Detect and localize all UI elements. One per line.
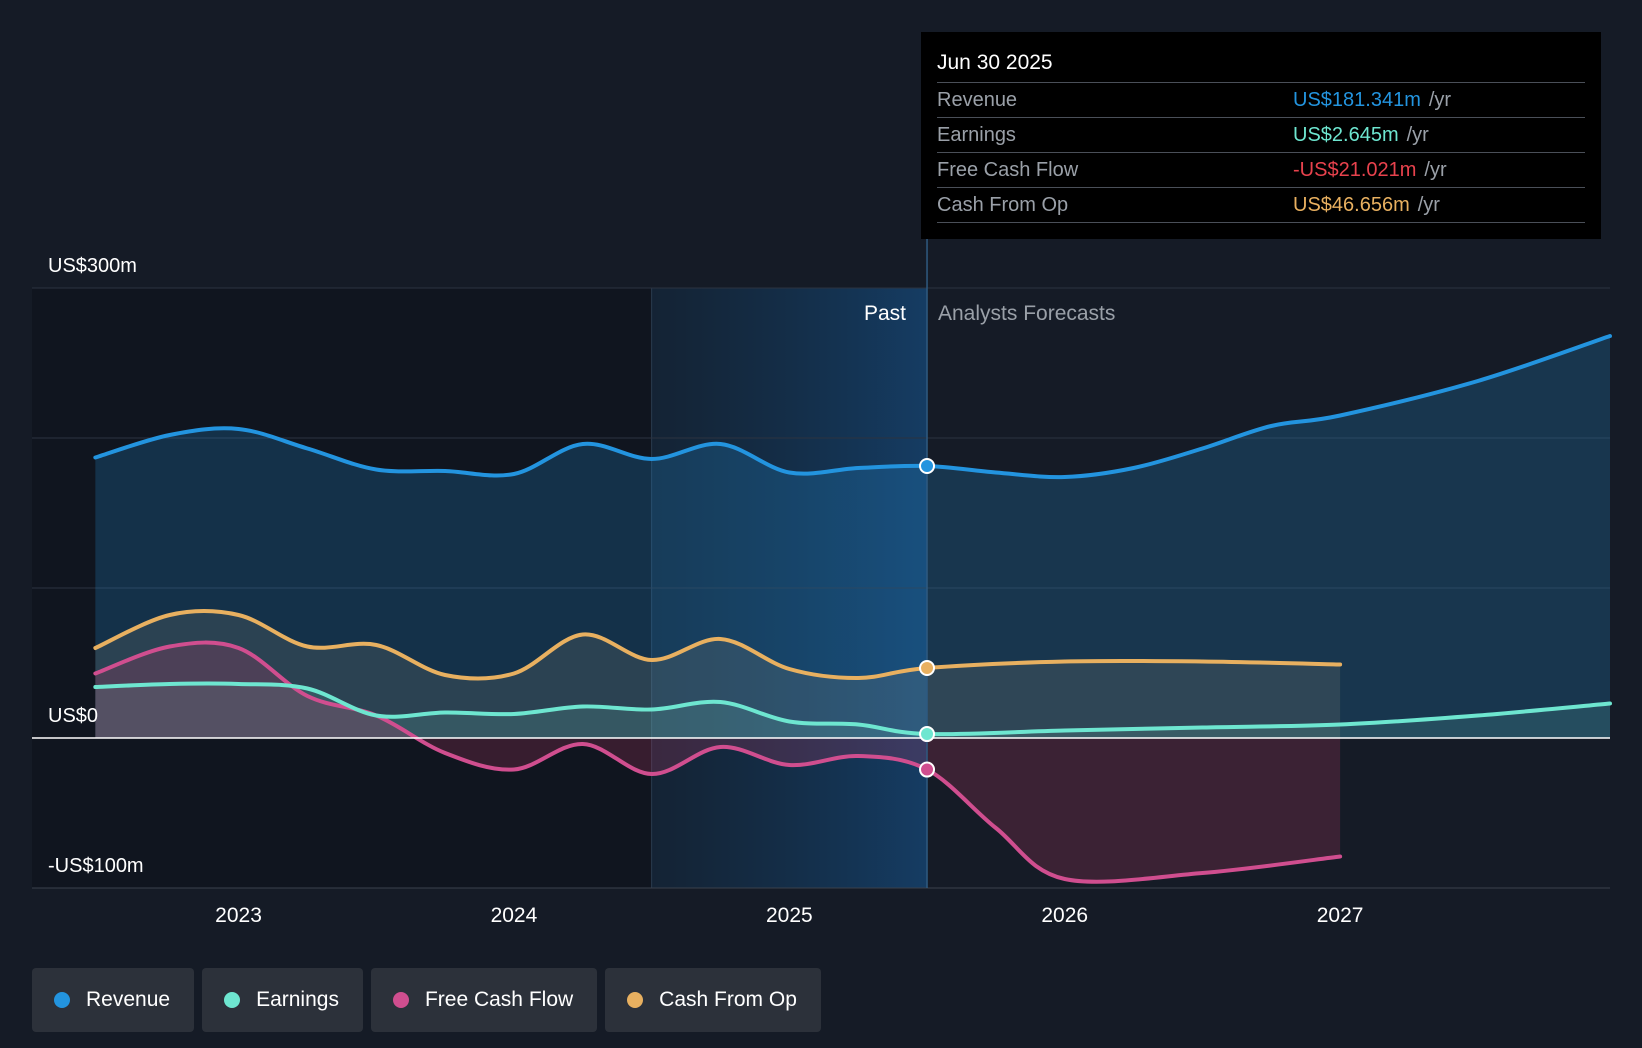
tooltip-value: US$181.341m (1293, 89, 1421, 111)
x-tick-label: 2026 (1041, 904, 1088, 927)
legend-item-free-cash-flow[interactable]: Free Cash Flow (370, 968, 598, 1032)
x-tick-label: 2027 (1317, 904, 1364, 927)
tooltip: Jun 30 2025 Revenue US$181.341m /yr Earn… (921, 32, 1601, 239)
tooltip-unit: /yr (1417, 194, 1440, 216)
y-label-zero: US$0 (48, 705, 98, 727)
revenue-line (93, 334, 1612, 480)
x-tick-label: 2025 (766, 904, 813, 927)
tooltip-unit: /yr (1428, 89, 1452, 111)
tooltip-value: US$46.656m (1293, 194, 1410, 216)
x-tick-label: 2023 (215, 904, 262, 927)
tooltip-label: Revenue (937, 89, 1018, 111)
revenue-marker (919, 457, 936, 474)
legend-label: Cash From Op (659, 988, 797, 1011)
tooltip-label: Free Cash Flow (937, 159, 1079, 181)
tooltip-date: Jun 30 2025 (937, 48, 1585, 83)
tooltip-unit: /yr (1406, 124, 1429, 146)
tooltip-value: US$2.645m (1293, 124, 1399, 146)
legend: Revenue Earnings Free Cash Flow Cash Fro… (32, 968, 821, 1032)
tooltip-label: Cash From Op (937, 194, 1069, 216)
tooltip-unit: /yr (1424, 159, 1447, 181)
tooltip-row-revenue: Revenue US$181.341m /yr (937, 83, 1585, 118)
revenue-area (95, 336, 1610, 738)
free-cash-flow-marker (919, 761, 936, 778)
earnings-line (93, 681, 1612, 737)
free-cash-flow-area (95, 642, 1341, 882)
tooltip-label: Earnings (937, 124, 1016, 146)
y-label-bottom: -US$100m (48, 855, 144, 877)
past-label: Past (864, 302, 906, 325)
x-tick-label: 2024 (491, 904, 538, 927)
legend-label: Revenue (86, 988, 171, 1011)
legend-dot-icon (54, 992, 70, 1008)
legend-label: Earnings (256, 988, 339, 1011)
legend-dot-icon (392, 992, 409, 1008)
cash-from-op-marker (919, 660, 936, 677)
legend-item-revenue[interactable]: Revenue (32, 968, 195, 1032)
forecast-label: Analysts Forecasts (938, 302, 1115, 325)
earnings-marker (919, 726, 936, 743)
tooltip-row-cash-from-op: Cash From Op US$46.656m /yr (937, 188, 1585, 223)
legend-item-cash-from-op[interactable]: Cash From Op (605, 968, 821, 1032)
tooltip-row-earnings: Earnings US$2.645m /yr (937, 118, 1585, 153)
tooltip-row-free-cash-flow: Free Cash Flow -US$21.021m /yr (937, 153, 1585, 188)
cash-from-op-line (93, 609, 1343, 681)
legend-dot-icon (224, 992, 241, 1008)
y-label-top: US$300m (48, 255, 137, 277)
legend-dot-icon (627, 992, 644, 1008)
legend-item-earnings[interactable]: Earnings (202, 968, 363, 1032)
cash-from-op-area (95, 610, 1341, 738)
tooltip-value: -US$21.021m (1293, 159, 1417, 181)
legend-label: Free Cash Flow (424, 988, 574, 1011)
earnings-area (95, 683, 1610, 738)
